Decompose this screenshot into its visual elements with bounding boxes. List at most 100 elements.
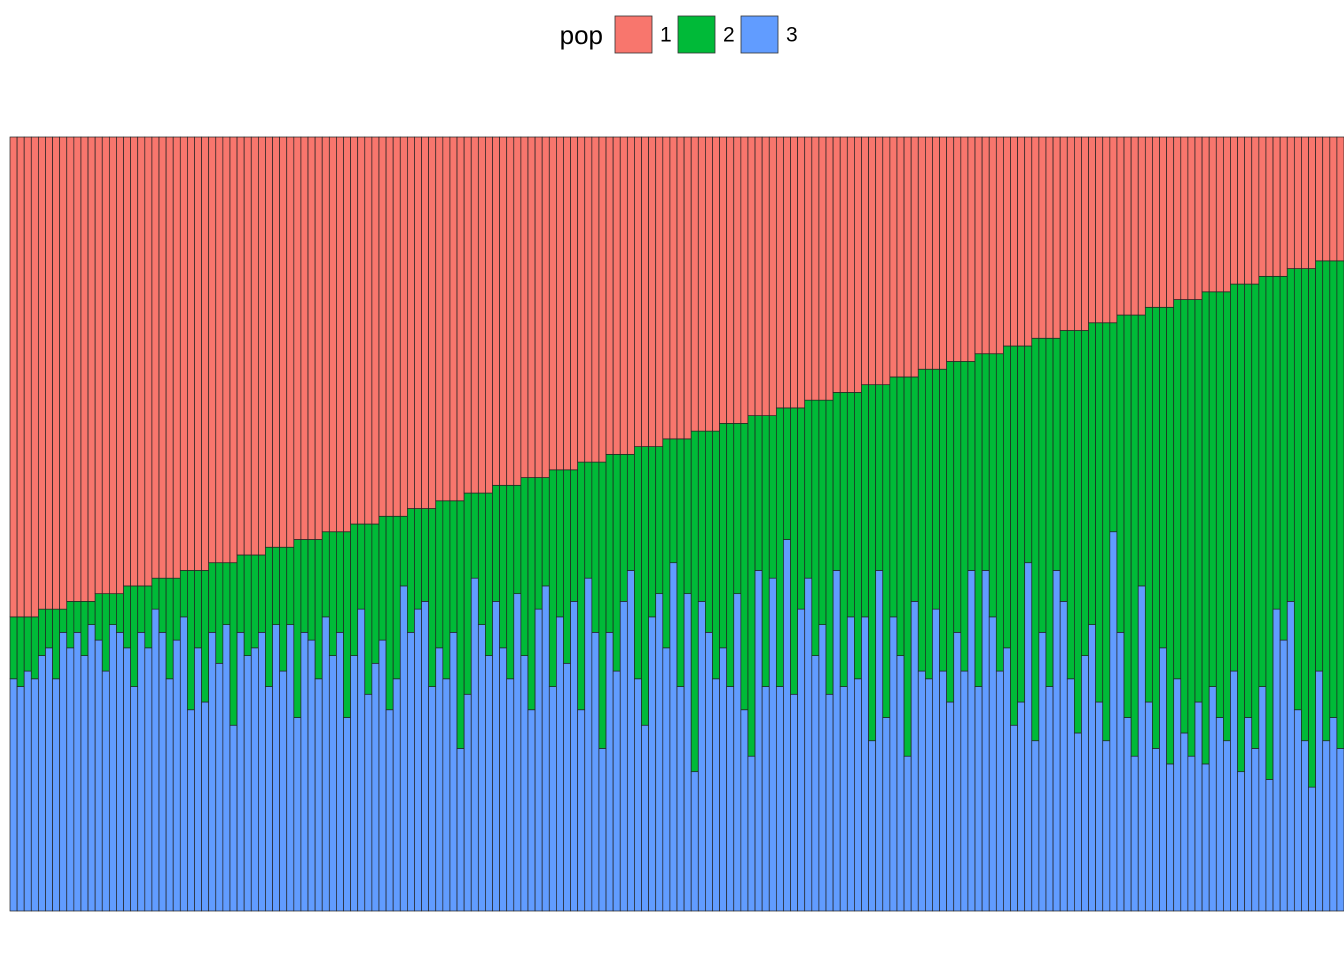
bar-segment: [1059, 136, 1068, 331]
bar-segment: [229, 136, 238, 564]
bar-segment: [293, 539, 302, 718]
bar-segment: [1315, 260, 1324, 672]
bar-segment: [73, 601, 82, 633]
bar-segment: [144, 585, 153, 649]
bar-segment: [946, 136, 955, 362]
bar-segment: [1066, 136, 1075, 331]
bar-segment: [52, 136, 61, 610]
bar-segment: [321, 136, 330, 533]
bar-segment: [527, 709, 536, 912]
bar-segment: [577, 709, 586, 912]
bar-segment: [52, 678, 61, 912]
bar-segment: [1052, 136, 1061, 339]
bar-segment: [357, 523, 366, 610]
bar-segment: [1201, 763, 1210, 912]
bar-segment: [215, 662, 224, 912]
bar-segment: [634, 678, 642, 912]
bar-segment: [513, 484, 522, 595]
bar-segment: [846, 392, 855, 618]
bar-segment: [1045, 686, 1054, 912]
bar-segment: [151, 608, 160, 912]
bar-segment: [548, 136, 557, 471]
legend-key: [677, 15, 716, 54]
bar-segment: [399, 515, 408, 587]
bar-segment: [797, 407, 806, 610]
bar-segment: [1166, 763, 1175, 912]
bar-segment: [1208, 291, 1217, 687]
bar-segment: [1286, 601, 1295, 912]
bar-segment: [130, 686, 139, 912]
bar-segment: [1045, 136, 1054, 339]
bar-segment: [697, 430, 706, 602]
bar-segment: [151, 577, 160, 610]
bar-segment: [726, 423, 735, 687]
bar-segment: [634, 136, 642, 447]
legend-label: 3: [786, 24, 798, 47]
bar-segment: [477, 624, 486, 912]
bar-segment: [896, 655, 905, 912]
bar-segment: [797, 608, 806, 912]
bar-segment: [364, 693, 373, 912]
bar-segment: [783, 407, 791, 540]
bar-segment: [201, 701, 210, 912]
bar-segment: [165, 678, 174, 912]
bar-segment: [754, 415, 763, 571]
bar-segment: [236, 632, 245, 912]
bar-segment: [946, 361, 955, 703]
bar-segment: [307, 639, 316, 912]
bar-segment: [1208, 686, 1217, 912]
bar-segment: [1201, 291, 1210, 765]
bar-segment: [38, 136, 46, 610]
legend-key: [614, 15, 653, 54]
bar-segment: [1109, 322, 1118, 533]
bar-segment: [328, 136, 337, 533]
bar-segment: [598, 136, 607, 463]
bar-segment: [939, 670, 947, 912]
bar-segment: [1322, 740, 1331, 912]
bar-segment: [953, 632, 962, 912]
bar-segment: [336, 632, 344, 912]
bar-segment: [229, 562, 238, 726]
bar-segment: [648, 446, 657, 618]
bar-segment: [932, 608, 940, 912]
bar-segment: [279, 136, 288, 548]
bar-segment: [882, 136, 891, 386]
bar-segment: [1102, 740, 1111, 912]
bar-segment: [165, 577, 174, 680]
bar-segment: [1137, 136, 1146, 316]
bar-segment: [1017, 345, 1026, 703]
bar-segment: [1230, 670, 1238, 912]
bar-segment: [506, 136, 515, 486]
bar-segment: [449, 632, 458, 912]
bar-segment: [158, 577, 167, 633]
bar-segment: [861, 384, 869, 618]
bar-segment: [279, 546, 288, 672]
bar-segment: [1095, 322, 1104, 703]
bar-segment: [811, 136, 820, 401]
bar-segment: [463, 136, 472, 494]
bar-segment: [201, 136, 210, 571]
bar-segment: [435, 647, 444, 912]
bar-segment: [321, 616, 330, 912]
bar-segment: [66, 647, 75, 912]
bar-segment: [577, 461, 586, 711]
bar-segment: [839, 686, 848, 912]
bar-segment: [1272, 136, 1281, 277]
bar-segment: [470, 492, 479, 579]
bar-segment: [158, 136, 167, 579]
bar-segment: [1187, 299, 1196, 757]
bar-segment: [1258, 136, 1267, 277]
bar-segment: [1137, 314, 1146, 587]
bar-segment: [946, 701, 955, 912]
bar-segment: [258, 632, 266, 912]
bar-segment: [357, 608, 366, 912]
bar-segment: [343, 136, 351, 533]
bar-segment: [421, 508, 429, 602]
bar-segment: [435, 136, 444, 502]
bar-segment: [584, 577, 593, 912]
bar-segment: [626, 453, 635, 571]
bar-segment: [1130, 755, 1139, 912]
bar-segment: [194, 647, 202, 912]
bar-segment: [1329, 717, 1338, 912]
